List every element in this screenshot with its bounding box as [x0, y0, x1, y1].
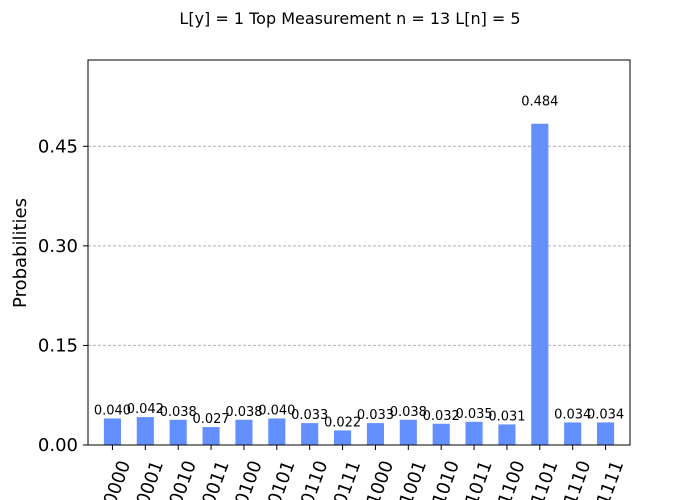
value-label: 0.038 [390, 405, 427, 420]
value-labels: 0.0400.0420.0380.0270.0380.0400.0330.022… [94, 95, 624, 431]
bar-0000 [103, 418, 121, 445]
bar-1010 [432, 423, 450, 445]
bar-1110 [564, 422, 582, 445]
x-tick-label: 1001 [396, 458, 431, 500]
y-axis-ticks: 0.00 0.15 0.30 0.45 [38, 136, 88, 456]
bar-0010 [169, 419, 187, 445]
x-tick-label: 0110 [297, 458, 332, 500]
value-label: 0.027 [192, 412, 229, 427]
value-label: 0.038 [225, 405, 262, 420]
x-tick-label: 1111 [593, 458, 628, 500]
grid-lines [88, 145, 630, 346]
plot-frame [87, 59, 631, 446]
bar-1001 [399, 419, 417, 445]
x-tick-label: 1011 [461, 458, 496, 500]
x-tick-label: 0010 [166, 458, 201, 500]
x-tick-label: 1000 [363, 458, 398, 500]
bar-1101 [531, 123, 549, 446]
x-tick-label: 1010 [429, 458, 464, 500]
value-label: 0.040 [94, 403, 131, 418]
value-label: 0.034 [554, 407, 591, 422]
value-label: 0.038 [160, 405, 197, 420]
chart-title: L[y] = 1 Top Measurement n = 13 L[n] = 5 [179, 9, 520, 28]
bar-1100 [498, 424, 516, 445]
x-tick-label: 0100 [231, 458, 266, 500]
bar-1111 [597, 422, 615, 445]
x-tick-label: 0111 [330, 458, 365, 500]
value-label: 0.033 [291, 408, 328, 423]
value-label: 0.035 [455, 407, 492, 422]
value-label: 0.031 [488, 409, 525, 424]
y-axis-label: Probabilities [10, 198, 31, 308]
bars [103, 123, 615, 446]
bar-0111 [334, 430, 352, 445]
x-tick-label: 0001 [133, 458, 168, 500]
y-tick-label: 0.45 [38, 136, 78, 157]
y-tick-label: 0.00 [38, 435, 78, 456]
value-label: 0.484 [521, 95, 558, 110]
bar-1011 [465, 421, 483, 445]
bar-0011 [202, 427, 220, 445]
bar-0100 [235, 419, 253, 445]
x-tick-label: 1110 [560, 458, 595, 500]
bar-0110 [301, 423, 319, 445]
value-label: 0.032 [423, 409, 460, 424]
bar-0001 [136, 417, 154, 445]
x-axis-ticks: 0000000100100011010001010110011110001001… [100, 445, 628, 500]
value-label: 0.042 [127, 402, 164, 417]
y-tick-label: 0.15 [38, 335, 78, 356]
y-tick-label: 0.30 [38, 236, 78, 257]
x-tick-label: 0011 [198, 458, 233, 500]
value-label: 0.034 [587, 407, 624, 422]
bar-1000 [366, 423, 384, 445]
x-tick-label: 1101 [527, 458, 562, 500]
value-label: 0.022 [324, 415, 361, 430]
x-tick-label: 0101 [264, 458, 299, 500]
bar-0101 [268, 418, 286, 445]
value-label: 0.040 [258, 403, 295, 418]
value-label: 0.033 [357, 408, 394, 423]
x-tick-label: 0000 [100, 458, 135, 500]
x-tick-label: 1100 [494, 458, 529, 500]
